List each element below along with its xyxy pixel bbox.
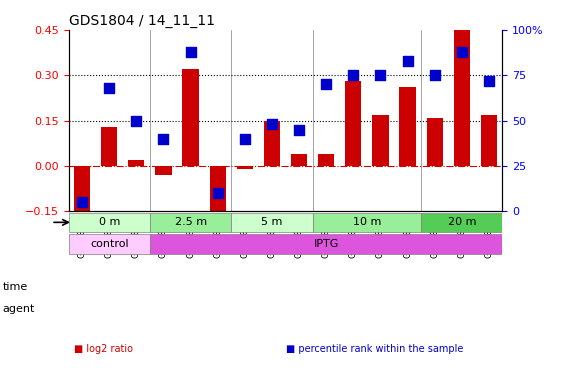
Point <box>321 81 331 87</box>
Text: IPTG: IPTG <box>313 239 339 249</box>
FancyBboxPatch shape <box>421 213 502 232</box>
Text: agent: agent <box>3 304 35 314</box>
Bar <box>210 166 226 218</box>
Text: 5 m: 5 m <box>262 217 283 227</box>
Point <box>267 122 276 128</box>
Text: 0 m: 0 m <box>99 217 120 227</box>
Text: 20 m: 20 m <box>448 217 476 227</box>
Text: ■ log2 ratio: ■ log2 ratio <box>74 344 133 354</box>
Point <box>240 136 250 142</box>
Point <box>78 200 87 206</box>
Bar <box>155 166 172 175</box>
Bar <box>291 154 307 166</box>
Point <box>213 190 222 196</box>
Bar <box>101 127 118 166</box>
Text: 2.5 m: 2.5 m <box>175 217 207 227</box>
Text: time: time <box>3 282 28 292</box>
Text: ■ percentile rank within the sample: ■ percentile rank within the sample <box>286 344 463 354</box>
Bar <box>400 87 416 166</box>
Point <box>430 72 439 78</box>
FancyBboxPatch shape <box>231 213 313 232</box>
FancyBboxPatch shape <box>69 213 150 232</box>
Bar <box>345 81 361 166</box>
Bar <box>318 154 335 166</box>
Text: 10 m: 10 m <box>353 217 381 227</box>
Bar <box>183 69 199 166</box>
FancyBboxPatch shape <box>313 213 421 232</box>
FancyBboxPatch shape <box>150 234 502 254</box>
Point <box>484 78 493 84</box>
Point <box>295 127 304 133</box>
Point <box>403 58 412 64</box>
Text: control: control <box>90 239 128 249</box>
FancyBboxPatch shape <box>69 234 150 254</box>
Point <box>159 136 168 142</box>
Bar <box>264 121 280 166</box>
Bar <box>128 160 144 166</box>
Point <box>104 85 114 91</box>
Bar <box>427 118 443 166</box>
Text: GDS1804 / 14_11_11: GDS1804 / 14_11_11 <box>69 13 215 28</box>
Bar <box>372 115 389 166</box>
Point <box>186 49 195 55</box>
Point <box>132 118 141 124</box>
Bar <box>481 115 497 166</box>
FancyBboxPatch shape <box>150 213 231 232</box>
Bar <box>74 166 90 224</box>
Point <box>349 72 358 78</box>
Point <box>457 49 467 55</box>
Point <box>376 72 385 78</box>
Bar <box>454 30 470 166</box>
Bar <box>237 166 253 169</box>
